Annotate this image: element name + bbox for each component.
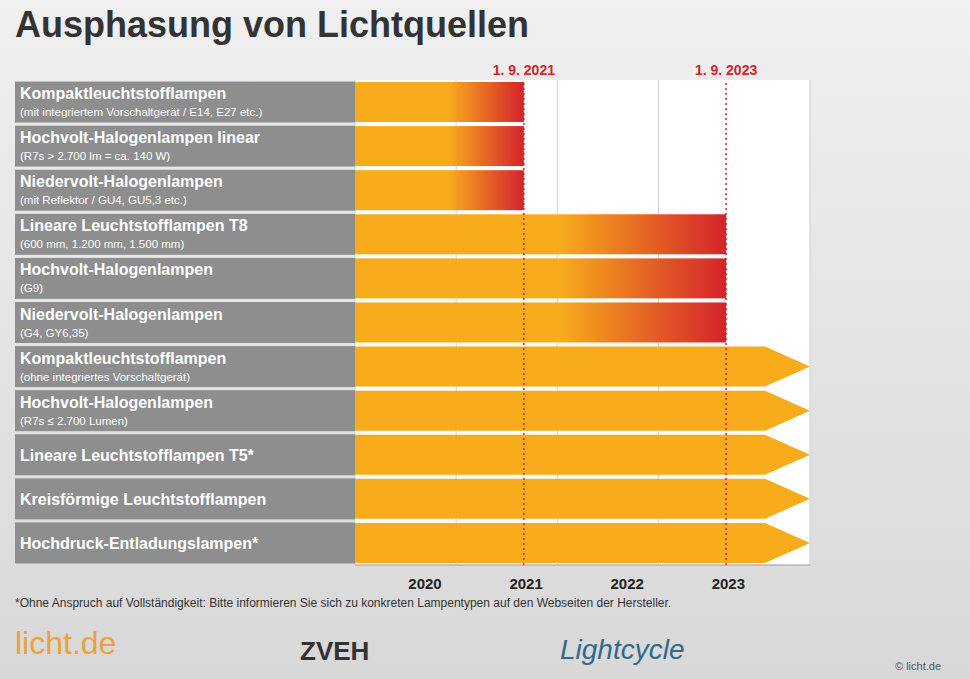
- svg-text:Hochvolt-Halogenlampen: Hochvolt-Halogenlampen: [20, 261, 213, 278]
- svg-text:(ohne integriertes Vorschaltge: (ohne integriertes Vorschaltgerät): [20, 371, 190, 383]
- svg-text:Hochvolt-Halogenlampen: Hochvolt-Halogenlampen: [20, 394, 213, 411]
- svg-text:(R7s > 2.700 lm = ca. 140 W): (R7s > 2.700 lm = ca. 140 W): [20, 150, 170, 162]
- html-text:*Ohne Anspruch auf Vollständig: *Ohne Anspruch auf Vollständigkeit: Bitt…: [15, 596, 672, 610]
- svg-text:(mit Reflektor / GU4, GU5,3 et: (mit Reflektor / GU4, GU5,3 etc.): [20, 194, 187, 206]
- html-text:© licht.de: © licht.de: [895, 660, 941, 672]
- svg-text:(G4, GY6,35): (G4, GY6,35): [20, 327, 89, 339]
- svg-text:1. 9. 2023: 1. 9. 2023: [695, 62, 757, 78]
- svg-text:(600 mm, 1.200 mm, 1.500 mm): (600 mm, 1.200 mm, 1.500 mm): [20, 238, 184, 250]
- svg-text:Lineare Leuchtstofflampen T5*: Lineare Leuchtstofflampen T5*: [20, 447, 255, 464]
- svg-text:Kompaktleuchtstofflampen: Kompaktleuchtstofflampen: [20, 85, 226, 102]
- svg-text:Niedervolt-Halogenlampen: Niedervolt-Halogenlampen: [20, 173, 223, 190]
- html-text:licht.de: licht.de: [15, 625, 117, 661]
- svg-text:2020: 2020: [408, 575, 441, 592]
- svg-text:(mit integriertem Vorschaltger: (mit integriertem Vorschaltgerät / E14, …: [20, 106, 262, 118]
- html-text:Ausphasung von Lichtquellen: Ausphasung von Lichtquellen: [15, 4, 529, 45]
- svg-text:(R7s ≤ 2.700 Lumen): (R7s ≤ 2.700 Lumen): [20, 415, 128, 427]
- svg-text:(G9): (G9): [20, 282, 43, 294]
- svg-text:Kompaktleuchtstofflampen: Kompaktleuchtstofflampen: [20, 350, 226, 367]
- svg-text:Lineare Leuchtstofflampen T8: Lineare Leuchtstofflampen T8: [20, 217, 248, 234]
- svg-text:1. 9. 2021: 1. 9. 2021: [493, 62, 555, 78]
- svg-text:2023: 2023: [712, 575, 745, 592]
- svg-text:Hochdruck-Entladungslampen*: Hochdruck-Entladungslampen*: [20, 535, 259, 552]
- html-text:Lightcycle: Lightcycle: [560, 634, 685, 665]
- html-text:ZVEH: ZVEH: [300, 636, 370, 666]
- svg-text:Hochvolt-Halogenlampen linear: Hochvolt-Halogenlampen linear: [20, 129, 260, 146]
- svg-text:Niedervolt-Halogenlampen: Niedervolt-Halogenlampen: [20, 306, 223, 323]
- svg-text:2021: 2021: [509, 575, 542, 592]
- svg-text:2022: 2022: [611, 575, 644, 592]
- svg-text:Kreisförmige Leuchtstofflampen: Kreisförmige Leuchtstofflampen: [20, 491, 266, 508]
